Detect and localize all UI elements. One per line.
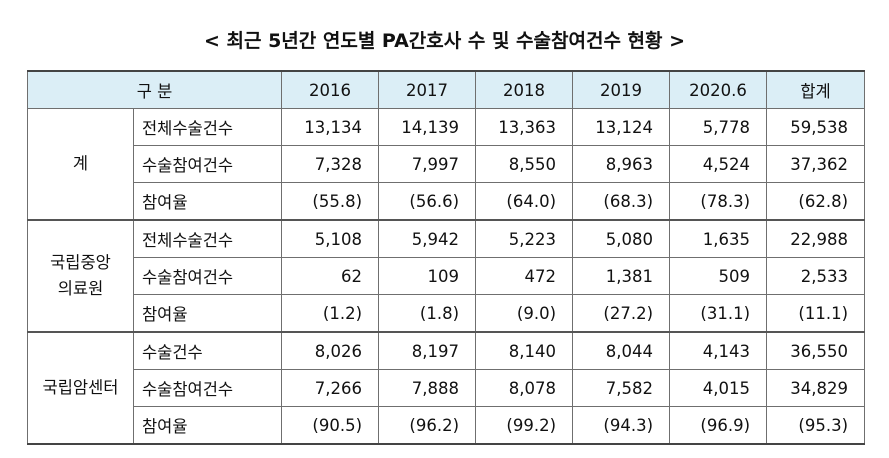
table-title: < 최근 5년간 연도별 PA간호사 수 및 수술참여건수 현황 >	[203, 30, 686, 52]
cell-value: 34,829	[766, 369, 866, 407]
cell-value: (31.1)	[669, 294, 768, 333]
cell-value: (96.2)	[378, 406, 477, 445]
row-label: 전체수술건수	[132, 219, 283, 258]
cell-value: 7,328	[281, 145, 380, 183]
cell-value: (94.3)	[572, 406, 671, 445]
cell-value: (64.0)	[475, 182, 574, 221]
cell-value: (55.8)	[281, 182, 380, 221]
cell-value: 62	[281, 257, 380, 295]
table-row: 참여율 (55.8) (56.6) (64.0) (68.3) (78.3) (62.8)	[28, 182, 866, 221]
cell-value: 59,538	[766, 108, 866, 146]
cell-value: 8,078	[475, 369, 574, 407]
header-category: 구 분	[26, 70, 283, 109]
cell-value: 4,015	[669, 369, 768, 407]
header-year: 2016	[281, 70, 380, 109]
cell-value: 37,362	[766, 145, 866, 183]
table-row: 계 전체수술건수 13,134 14,139 13,363 13,124 5,778 59,5…	[27, 108, 866, 221]
cell-value: 109	[378, 257, 477, 295]
cell-value: (1.2)	[281, 294, 380, 333]
row-label: 수술참여건수	[132, 145, 283, 183]
cell-value: (27.2)	[572, 294, 671, 333]
cell-value: 14,139	[378, 108, 477, 146]
table-row: 국립암센터 수술건수 8,026 8,197 8,140 8,044 4,143 36,550	[27, 331, 866, 445]
header-year: 2017	[378, 70, 477, 109]
cell-value: 8,140	[475, 331, 574, 370]
group-name-line: 국립암센터	[42, 378, 119, 397]
table-row: 참여율 (1.2) (1.8) (9.0) (27.2) (31.1) (11.1)	[28, 294, 866, 333]
cell-value: (96.9)	[669, 406, 768, 445]
cell-value: 8,026	[281, 331, 380, 370]
cell-value: 13,363	[475, 108, 574, 146]
cell-value: (78.3)	[669, 182, 768, 221]
cell-value: 5,778	[669, 108, 768, 146]
header-year: 2020.6	[669, 70, 768, 109]
group-name-line: 국립중앙	[50, 253, 111, 272]
cell-value: 5,108	[281, 219, 380, 258]
row-label: 참여율	[132, 294, 283, 333]
cell-value: (56.6)	[378, 182, 477, 221]
cell-value: 36,550	[766, 331, 866, 370]
cell-value: 8,044	[572, 331, 671, 370]
cell-value: 13,134	[281, 108, 380, 146]
cell-value: 1,635	[669, 219, 768, 258]
cell-value: (1.8)	[378, 294, 477, 333]
group-name: 국립암센터	[27, 331, 134, 445]
cell-value: 472	[475, 257, 574, 295]
row-label: 수술건수	[132, 331, 283, 370]
header-total: 합계	[766, 70, 866, 109]
table-row: 수술참여건수 7,328 7,997 8,550 8,963 4,524 37,362	[28, 145, 866, 183]
cell-value: 2,533	[766, 257, 866, 295]
cell-value: 8,963	[572, 145, 671, 183]
cell-value: 8,197	[378, 331, 477, 370]
row-label: 수술참여건수	[132, 257, 283, 295]
cell-value: 5,223	[475, 219, 574, 258]
cell-value: 7,997	[378, 145, 477, 183]
table-row: 국립중앙 의료원 전체수술건수 5,108 5,942 5,223 5,080 1,635 22…	[27, 219, 866, 333]
table-row: 수술참여건수 7,266 7,888 8,078 7,582 4,015 34,829	[28, 369, 866, 407]
cell-value: (90.5)	[281, 406, 380, 445]
row-label: 전체수술건수	[132, 108, 283, 146]
cell-value: (68.3)	[572, 182, 671, 221]
table-row: 참여율 (90.5) (96.2) (99.2) (94.3) (96.9) (95.3)	[28, 406, 866, 445]
cell-value: 4,143	[669, 331, 768, 370]
header-row: 구 분 2016 2017 2018 2019 2020.6 합계	[26, 70, 866, 109]
cell-value: (11.1)	[766, 294, 866, 333]
cell-value: 7,582	[572, 369, 671, 407]
cell-value: 1,381	[572, 257, 671, 295]
cell-value: 5,942	[378, 219, 477, 258]
row-label: 참여율	[132, 182, 283, 221]
group-name: 계	[27, 108, 134, 221]
header-year: 2019	[572, 70, 671, 109]
table-body: 계 전체수술건수 13,134 14,139 13,363 13,124 5,778 59,5…	[27, 108, 866, 445]
cell-value: 509	[669, 257, 768, 295]
row-label: 수술참여건수	[132, 369, 283, 407]
cell-value: 5,080	[572, 219, 671, 258]
row-label: 참여율	[132, 406, 283, 445]
cell-value: (62.8)	[766, 182, 866, 221]
group-name-line: 의료원	[57, 279, 104, 298]
group-name-line: 계	[72, 154, 89, 173]
cell-value: 7,888	[378, 369, 477, 407]
table-row: 수술참여건수 62 109 472 1,381 509 2,533	[28, 257, 866, 295]
cell-value: (9.0)	[475, 294, 574, 333]
cell-value: (99.2)	[475, 406, 574, 445]
cell-value: 7,266	[281, 369, 380, 407]
cell-value: 13,124	[572, 108, 671, 146]
header-year: 2018	[475, 70, 574, 109]
cell-value: 8,550	[475, 145, 574, 183]
cell-value: 22,988	[766, 219, 866, 258]
cell-value: (95.3)	[766, 406, 866, 445]
cell-value: 4,524	[669, 145, 768, 183]
